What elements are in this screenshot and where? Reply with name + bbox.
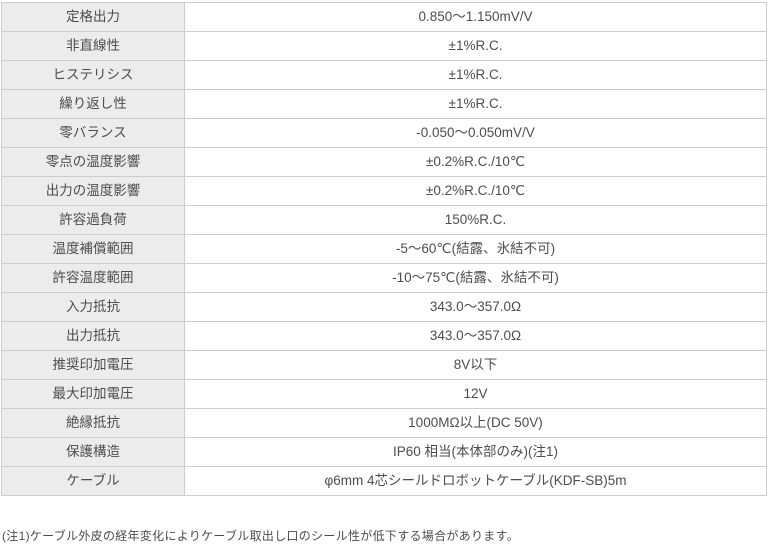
spec-label-cell: 推奨印加電圧 xyxy=(1,350,185,380)
spec-value-cell: -0.050〜0.050mV/V xyxy=(184,118,767,148)
spec-value-cell: φ6mm 4芯シールドロボットケーブル(KDF-SB)5m xyxy=(184,466,767,496)
table-row: 出力抵抗 343.0〜357.0Ω xyxy=(1,321,767,351)
spec-value-cell: ±0.2%R.C./10℃ xyxy=(184,147,767,177)
spec-label-cell: 出力抵抗 xyxy=(1,321,185,351)
spec-label-cell: 許容温度範囲 xyxy=(1,263,185,293)
table-row: 非直線性 ±1%R.C. xyxy=(1,31,767,61)
spec-value-cell: 343.0〜357.0Ω xyxy=(184,321,767,351)
spec-label-cell: 絶縁抵抗 xyxy=(1,408,185,438)
table-row: 零バランス -0.050〜0.050mV/V xyxy=(1,118,767,148)
table-row: 出力の温度影響 ±0.2%R.C./10℃ xyxy=(1,176,767,206)
spec-label-cell: 保護構造 xyxy=(1,437,185,467)
table-row: 許容温度範囲 -10〜75℃(結露、氷結不可) xyxy=(1,263,767,293)
spec-label-cell: ケーブル xyxy=(1,466,185,496)
spec-label-cell: 繰り返し性 xyxy=(1,89,185,119)
spec-label-cell: 温度補償範囲 xyxy=(1,234,185,264)
table-row: 最大印加電圧 12V xyxy=(1,379,767,409)
spec-value-cell: ±1%R.C. xyxy=(184,31,767,61)
table-row: 推奨印加電圧 8V以下 xyxy=(1,350,767,380)
table-row: 入力抵抗 343.0〜357.0Ω xyxy=(1,292,767,322)
spec-value-cell: 12V xyxy=(184,379,767,409)
table-row: ケーブル φ6mm 4芯シールドロボットケーブル(KDF-SB)5m xyxy=(1,466,767,496)
spec-table: 定格出力 0.850〜1.150mV/V 非直線性 ±1%R.C. ヒステリシス ±1%R… xyxy=(1,2,767,496)
spec-label-cell: 零点の温度影響 xyxy=(1,147,185,177)
table-row: 許容過負荷 150%R.C. xyxy=(1,205,767,235)
spec-value-cell: IP60 相当(本体部のみ)(注1) xyxy=(184,437,767,467)
spec-label-cell: 最大印加電圧 xyxy=(1,379,185,409)
spec-label-cell: 許容過負荷 xyxy=(1,205,185,235)
spec-value-cell: ±1%R.C. xyxy=(184,89,767,119)
spec-label-cell: 出力の温度影響 xyxy=(1,176,185,206)
spec-value-cell: -10〜75℃(結露、氷結不可) xyxy=(184,263,767,293)
spec-value-cell: -5〜60℃(結露、氷結不可) xyxy=(184,234,767,264)
spec-table-body: 定格出力 0.850〜1.150mV/V 非直線性 ±1%R.C. ヒステリシス ±1%R… xyxy=(1,2,767,496)
spec-value-cell: 1000MΩ以上(DC 50V) xyxy=(184,408,767,438)
spec-value-cell: 8V以下 xyxy=(184,350,767,380)
spec-value-cell: 0.850〜1.150mV/V xyxy=(184,2,767,32)
table-row: 繰り返し性 ±1%R.C. xyxy=(1,89,767,119)
spec-label-cell: ヒステリシス xyxy=(1,60,185,90)
table-row: 絶縁抵抗 1000MΩ以上(DC 50V) xyxy=(1,408,767,438)
spec-value-cell: ±1%R.C. xyxy=(184,60,767,90)
spec-value-cell: ±0.2%R.C./10℃ xyxy=(184,176,767,206)
table-row: 定格出力 0.850〜1.150mV/V xyxy=(1,2,767,32)
spec-value-cell: 343.0〜357.0Ω xyxy=(184,292,767,322)
table-row: 保護構造 IP60 相当(本体部のみ)(注1) xyxy=(1,437,767,467)
spec-label-cell: 入力抵抗 xyxy=(1,292,185,322)
spec-label-cell: 零バランス xyxy=(1,118,185,148)
spec-label-cell: 非直線性 xyxy=(1,31,185,61)
spec-label-cell: 定格出力 xyxy=(1,2,185,32)
spec-value-cell: 150%R.C. xyxy=(184,205,767,235)
table-row: 零点の温度影響 ±0.2%R.C./10℃ xyxy=(1,147,767,177)
table-row: ヒステリシス ±1%R.C. xyxy=(1,60,767,90)
footnote: (注1)ケーブル外皮の経年変化によりケーブル取出し口のシール性が低下する場合があ… xyxy=(2,529,519,543)
table-row: 温度補償範囲 -5〜60℃(結露、氷結不可) xyxy=(1,234,767,264)
